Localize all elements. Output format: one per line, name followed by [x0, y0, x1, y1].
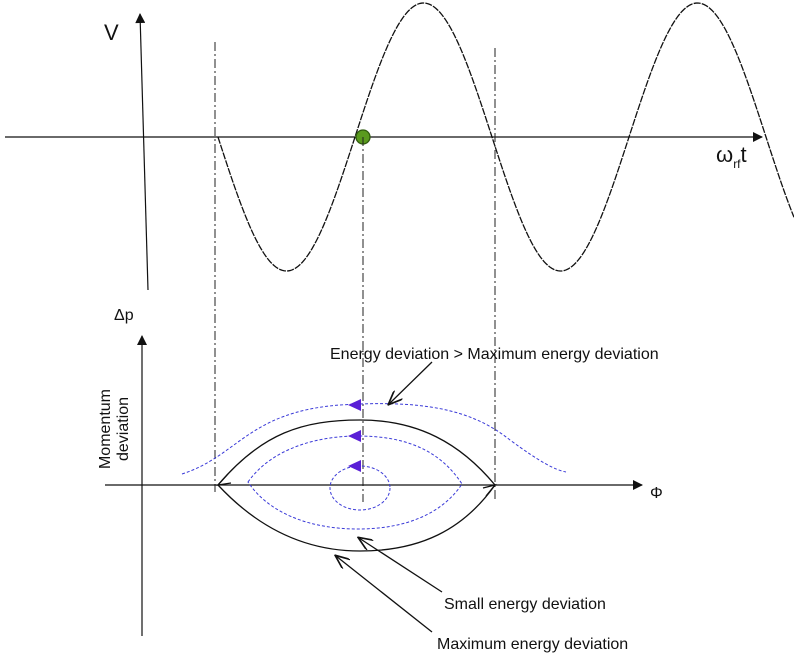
top-plot: V ωrft — [5, 2, 794, 291]
momentum-axis-symbol: Δp — [114, 307, 134, 324]
separatrix-lower — [217, 484, 496, 552]
phase-axis-label: Φ — [650, 485, 663, 502]
rf-voltage-sine-wave — [217, 2, 794, 272]
annotation-outer-label: Energy deviation > Maximum energy deviat… — [330, 346, 659, 363]
direction-arrow-inner — [348, 460, 361, 472]
small-deviation-orbit — [247, 435, 463, 530]
momentum-axis-label: Momentumdeviation — [97, 389, 132, 469]
phase-guide-lines — [214, 42, 496, 502]
leader-small — [359, 538, 443, 593]
separatrix-upper — [217, 419, 496, 486]
direction-arrow-small — [348, 430, 361, 442]
leader-maximum — [336, 556, 433, 633]
v-axis — [135, 13, 149, 291]
annotation-maximum-label: Maximum energy deviation — [437, 636, 628, 653]
v-axis-label: V — [104, 20, 119, 45]
separatrix-right-arrowhead — [482, 483, 497, 497]
time-axis-label: ωrft — [716, 142, 747, 171]
leader-outer — [389, 361, 433, 404]
innermost-orbit — [329, 465, 391, 511]
outer-unbound-trajectory — [181, 403, 567, 475]
separatrix-left-arrowhead — [216, 473, 232, 486]
direction-arrow-outer — [348, 399, 361, 411]
annotation-small-label: Small energy deviation — [444, 596, 606, 613]
bottom-plot: Δp Momentumdeviation Φ Energy deviation … — [97, 307, 663, 653]
